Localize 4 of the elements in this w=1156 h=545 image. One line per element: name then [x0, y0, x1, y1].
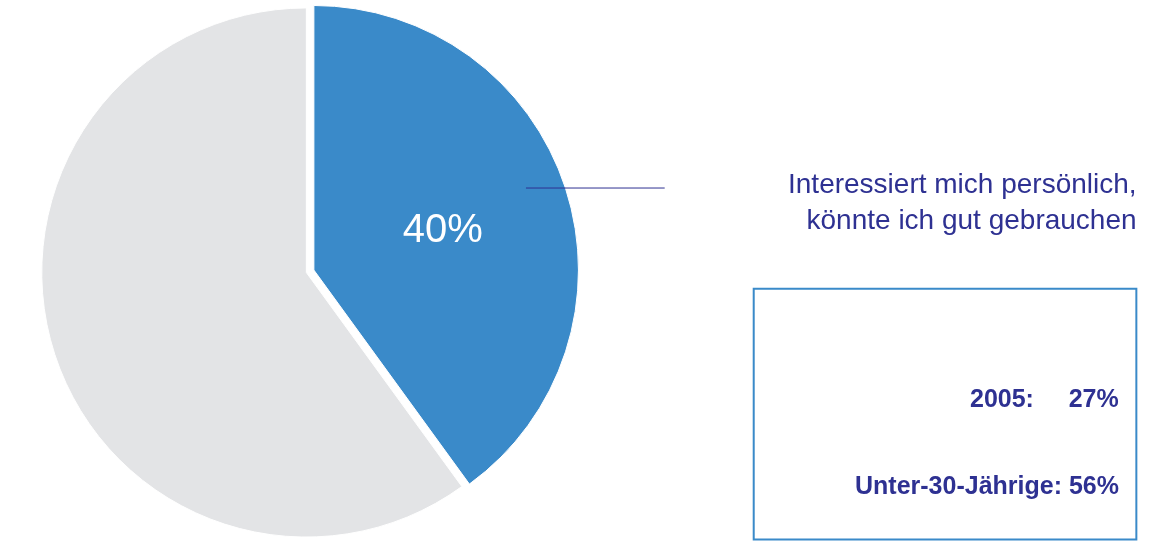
text: Unter-30-Jährige: 56% [855, 471, 1119, 499]
text: 2005: 27% [970, 384, 1119, 412]
slice-label: Interessiert mich persönlich, könnte ich gut gebrauchen [788, 168, 1137, 236]
data-label: 40% [402, 206, 483, 251]
